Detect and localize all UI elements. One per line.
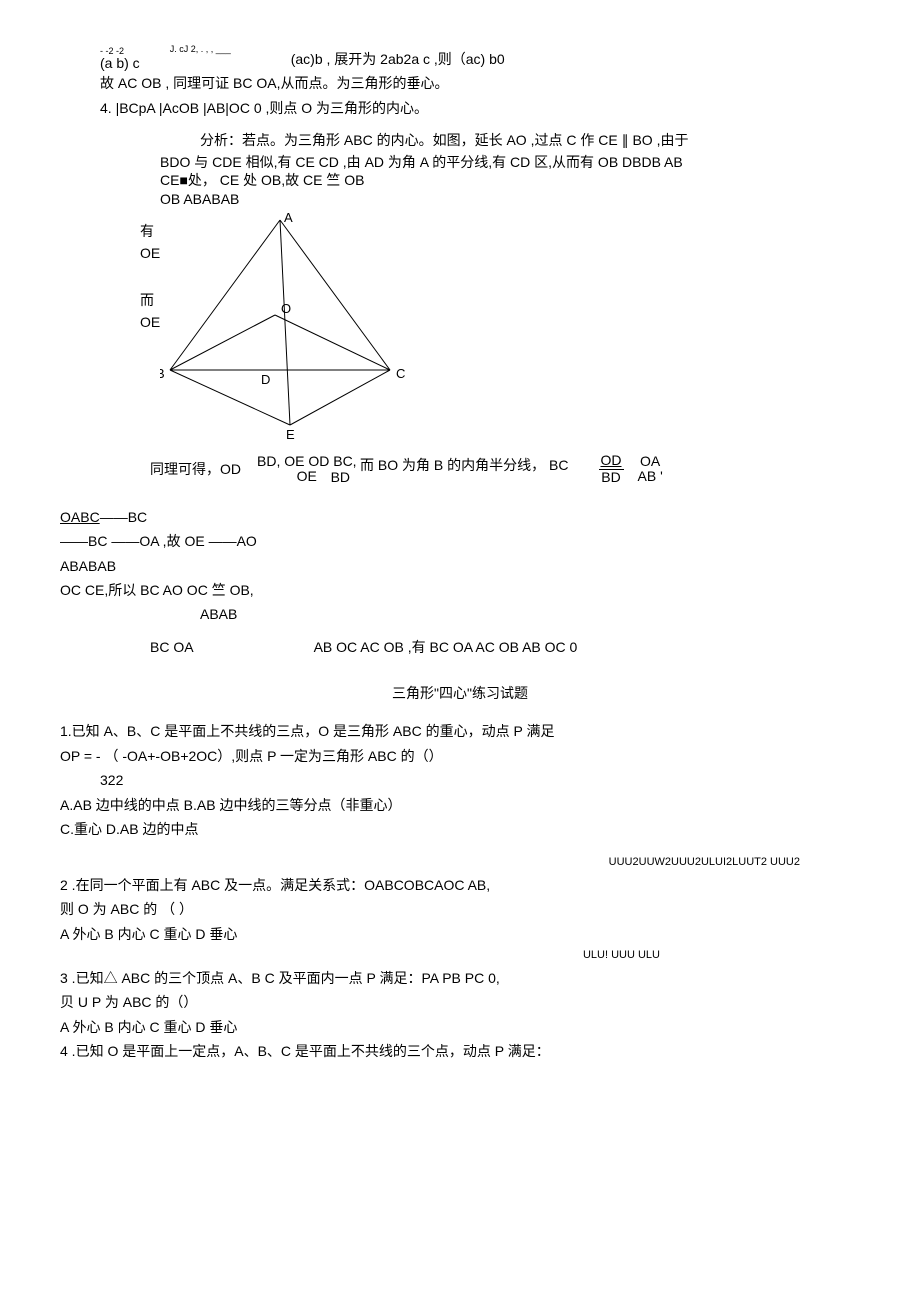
formula-right: (ac)b , 展开为 2ab2a c ,则（ac) b0 — [291, 48, 505, 70]
q1-l2: OP = - （ -OA+-OB+2OC）,则点 P 一定为三角形 ABC 的（… — [60, 745, 860, 767]
left-label-2: 而 OE — [140, 289, 160, 334]
svg-text:C: C — [396, 366, 405, 381]
bd-oa-den: AB ' — [638, 469, 663, 484]
analysis-1: 分析：若点。为三角形 ABC 的内心。如图，延长 AO ,过点 C 作 CE ∥… — [200, 129, 860, 151]
block2-l1: OABC——BC — [60, 506, 860, 528]
q3-l3: A 外心 B 内心 C 重心 D 垂心 — [60, 1016, 860, 1038]
q4: 4 .已知 O 是平面上一定点，A、B、C 是平面上不共线的三个点，动点 P 满… — [60, 1040, 860, 1062]
bd-od-num: OD — [599, 453, 624, 469]
q1-l1: 1.已知 A、B、C 是平面上不共线的三点，O 是三角形 ABC 的重心，动点 … — [60, 720, 860, 742]
left-label-1: 有 OE — [140, 220, 160, 265]
bd-bd-frac: BD — [331, 470, 350, 485]
bd-t2-bot: OE — [297, 469, 317, 484]
bd-line: 同理可得，OD BD, OE OD BC, OE BD 而 BO 为角 B 的内… — [150, 452, 860, 485]
svg-text:A: A — [284, 210, 293, 225]
bd-t1: 同理可得，OD — [150, 458, 241, 480]
q1-l4: A.AB 边中线的中点 B.AB 边中线的三等分点（非重心） — [60, 794, 860, 816]
bd-oa-num: OA — [640, 454, 660, 469]
line-bc-left: BC OA — [150, 636, 194, 658]
block2-l3: ABABAB — [60, 555, 860, 577]
block2-l2: ——BC ——OA ,故 OE ——AO — [60, 530, 860, 552]
q3-l1: 3 .已知△ ABC 的三个顶点 A、B C 及平面内一点 P 满足：PA PB… — [60, 967, 860, 989]
line-item-4: 4. |BCpA |AcOB |AB|OC 0 ,则点 O 为三角形的内心。 — [100, 97, 860, 119]
formula-sup-mid: J. cJ 2, . , , ___ — [170, 42, 231, 56]
triangle-diagram: A B C D E O — [160, 210, 420, 446]
analysis-2: BDO 与 CDE 相似,有 CE CD ,由 AD 为角 A 的平分线,有 C… — [160, 154, 860, 171]
block2-l4b: ABAB — [200, 603, 860, 625]
analysis-3: CE■处， CE 处 OB,故 CE 竺 OB — [160, 172, 860, 189]
q3-l2: 贝 U P 为 ABC 的（） — [60, 991, 860, 1013]
line-bc-right: AB OC AC OB ,有 BC OA AC OB AB OC 0 — [314, 636, 578, 658]
diagram-row: 有 OE 而 OE A B C D E O — [60, 210, 860, 446]
svg-text:D: D — [261, 372, 270, 387]
svg-text:O: O — [281, 301, 291, 316]
uuu-2: ULU! UUU ULU — [60, 947, 660, 965]
line-bc: BC OA AB OC AC OB ,有 BC OA AC OB AB OC 0 — [60, 636, 860, 658]
formula-base-left: (a b) c — [100, 56, 140, 70]
q1-l3: 322 — [100, 769, 860, 791]
bd-od-den: BD — [599, 470, 622, 485]
block2-l4a: OC CE,所以 BC AO OC 竺 OB, — [60, 579, 860, 601]
svg-text:E: E — [286, 427, 295, 440]
section-title: 三角形"四心"练习试题 — [60, 682, 860, 704]
q1-l5: C.重心 D.AB 边的中点 — [60, 818, 860, 840]
q2-l3: A 外心 B 内心 C 重心 D 垂心 — [60, 923, 860, 945]
bd-t2-top: BD, OE OD BC, — [257, 454, 357, 469]
uuu-1: UUU2UUW2UUU2ULUI2LUUT2 UUU2 — [60, 854, 800, 872]
q2-l2: 则 O 为 ABC 的 （ ） — [60, 898, 860, 920]
line-conclusion-1: 故 AC OB , 同理可证 BC OA,从而点。为三角形的垂心。 — [100, 72, 860, 94]
formula-line-1: - -2 -2 (a b) c J. cJ 2, . , , ___ (ac)b… — [60, 42, 860, 70]
svg-text:B: B — [160, 366, 165, 381]
q2-l1: 2 .在同一个平面上有 ABC 及一点。满足关系式：OABCOBCAOC AB, — [60, 874, 860, 896]
bd-t3: 而 BO 为角 B 的内角半分线， BC — [360, 454, 568, 476]
analysis-4: OB ABABAB — [160, 191, 860, 208]
